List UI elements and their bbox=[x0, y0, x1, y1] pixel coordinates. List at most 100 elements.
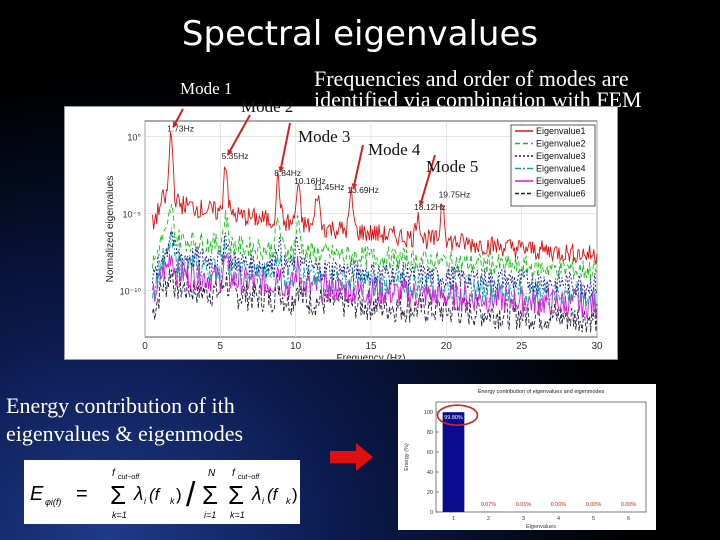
energy-bar-svg: Energy contribution of eigenvalues and e… bbox=[404, 389, 647, 530]
energy-line-1: Energy contribution of ith bbox=[6, 393, 235, 418]
formula-num-sum-bottom: k=1 bbox=[112, 510, 127, 520]
peak-label: 5.35Hz bbox=[222, 151, 249, 161]
mode-4-label: Mode 4 bbox=[368, 140, 421, 159]
formula-slash: / bbox=[186, 476, 196, 514]
bar-y-tick-label: 0 bbox=[430, 510, 433, 516]
bar-value-label: 0.07% bbox=[481, 502, 497, 508]
bar-value-label: 0.00% bbox=[586, 502, 602, 508]
energy-bar-chart: Energy contribution of eigenvalues and e… bbox=[398, 384, 656, 530]
bar-category-label: 3 bbox=[522, 516, 525, 522]
mode-arrow-head bbox=[278, 166, 285, 173]
bar-y-tick-label: 40 bbox=[427, 470, 433, 476]
mode-3-label: Mode 3 bbox=[298, 127, 351, 146]
formula-den-lambda: λ bbox=[251, 484, 261, 505]
formula-num-arg-close: ) bbox=[176, 485, 182, 504]
bar-plot-area bbox=[435, 401, 647, 513]
bar-y-tick-label: 100 bbox=[424, 410, 433, 416]
x-tick-label: 15 bbox=[365, 341, 377, 352]
right-arrow-icon bbox=[330, 443, 373, 471]
formula-num-arg: (f bbox=[149, 485, 162, 504]
mode-arrow-line bbox=[419, 154, 436, 207]
peak-label: 19.75Hz bbox=[439, 190, 471, 200]
x-tick-label: 30 bbox=[591, 341, 603, 352]
formula-den-sigma-1: Σ bbox=[202, 480, 218, 510]
legend-label: Eigenvalue6 bbox=[536, 189, 586, 199]
x-tick-label: 25 bbox=[516, 341, 528, 352]
peak-label: 18.12Hz bbox=[414, 202, 446, 212]
legend-label: Eigenvalue2 bbox=[536, 139, 586, 149]
mode-arrow-head bbox=[351, 183, 358, 190]
formula-den-arg-close: ) bbox=[292, 485, 298, 504]
spectral-eigenvalues-chart: 0 5 10 15 20 25 30 10° 10⁻⁵ 10⁻¹⁰ Frequency (Hz) No… bbox=[64, 106, 618, 364]
mode-2-label: Mode 2 bbox=[241, 97, 294, 116]
formula-equals: = bbox=[76, 483, 88, 505]
mode-arrow-line bbox=[279, 122, 291, 173]
bar-value-label: 0.00% bbox=[621, 502, 637, 508]
mode-arrow-line bbox=[352, 144, 364, 190]
peak-label: 8.84Hz bbox=[274, 168, 301, 178]
mode-arrow-head bbox=[173, 121, 179, 128]
mode-arrow-head bbox=[227, 149, 233, 156]
slide-title: Spectral eigenvalues bbox=[181, 14, 539, 54]
series-line-eigenvalue4 bbox=[152, 227, 598, 307]
formula-num-lambda: λ bbox=[133, 484, 143, 505]
series-line-eigenvalue6 bbox=[152, 268, 598, 333]
formula-den-sum2-top-sub: cut−off bbox=[238, 474, 260, 481]
bar-value-label: 0.00% bbox=[551, 502, 567, 508]
formula-den-sum1-bottom: i=1 bbox=[204, 510, 216, 520]
formula-lhs: E bbox=[30, 483, 44, 505]
formula-den-sum1-top: N bbox=[208, 468, 216, 479]
energy-formula: E φi(f) = f cut−off Σ k=1 λ i (f k ) / N… bbox=[24, 460, 300, 524]
formula-den-sigma-2: Σ bbox=[228, 480, 244, 510]
formula-num-sigma: Σ bbox=[110, 480, 126, 510]
bar-value-label: 0.01% bbox=[516, 502, 532, 508]
legend-box bbox=[510, 124, 596, 207]
y-tick-label: 10⁻⁵ bbox=[123, 210, 142, 220]
legend-label: Eigenvalue5 bbox=[536, 176, 586, 186]
formula-den-arg-sub: k bbox=[286, 496, 291, 506]
formula-svg: E φi(f) = f cut−off Σ k=1 λ i (f k ) / N… bbox=[30, 468, 298, 520]
note-line-1: Frequencies and order of modes are bbox=[314, 66, 629, 91]
y-tick-label: 10⁻¹⁰ bbox=[120, 287, 142, 297]
peak-label: 1.73Hz bbox=[167, 123, 194, 133]
x-tick-label: 5 bbox=[218, 341, 224, 352]
formula-num-lambda-sub: i bbox=[144, 496, 147, 506]
bar-x-axis-label: Eigenvalues bbox=[526, 524, 556, 530]
energy-contribution-text: Energy contribution of ith eigenvalues &… bbox=[6, 392, 306, 448]
x-tick-label: 20 bbox=[441, 341, 453, 352]
energy-line-2: eigenvalues & eigenmodes bbox=[6, 421, 244, 446]
mode-arrow-line bbox=[226, 114, 251, 156]
legend-label: Eigenvalue4 bbox=[536, 164, 586, 174]
x-axis-label: Frequency (Hz) bbox=[337, 353, 406, 359]
x-tick-label: 0 bbox=[142, 341, 148, 352]
legend-label: Eigenvalue1 bbox=[536, 126, 586, 136]
y-tick-label: 10° bbox=[127, 132, 141, 142]
bar-y-tick-label: 60 bbox=[427, 450, 433, 456]
peak-label: 11.45Hz bbox=[314, 182, 345, 192]
x-tick-label: 10 bbox=[290, 341, 302, 352]
series-line-eigenvalue2 bbox=[152, 203, 598, 281]
formula-num-sum-top-sub: cut−off bbox=[118, 474, 140, 481]
bar-y-axis-label: Energy (%) bbox=[404, 443, 410, 471]
bar-category-label: 1 bbox=[452, 516, 455, 522]
bar-category-label: 6 bbox=[627, 516, 630, 522]
formula-den-sum2-bottom: k=1 bbox=[230, 510, 245, 520]
peak-label: 10.16Hz bbox=[294, 176, 326, 186]
formula-lhs-sub: φi(f) bbox=[45, 497, 61, 507]
formula-den-lambda-sub: i bbox=[262, 496, 265, 506]
mode-1-label: Mode 1 bbox=[180, 79, 233, 98]
formula-num-arg-sub: k bbox=[170, 496, 175, 506]
bar-y-tick-label: 80 bbox=[427, 430, 433, 436]
bar-value-label: 99.80% bbox=[444, 415, 463, 421]
bar-y-tick-label: 20 bbox=[427, 490, 433, 496]
bar-category-label: 5 bbox=[592, 516, 595, 522]
formula-den-arg: (f bbox=[267, 485, 280, 504]
series-line-eigenvalue1 bbox=[152, 131, 598, 265]
mode-5-label: Mode 5 bbox=[426, 157, 479, 176]
bar-category-label: 4 bbox=[557, 516, 560, 522]
formula-num-sum-top: f bbox=[112, 468, 116, 479]
mode-arrow-head bbox=[418, 200, 425, 207]
bar-chart-title: Energy contribution of eigenvalues and e… bbox=[478, 389, 605, 395]
spectrum-svg: 0 5 10 15 20 25 30 10° 10⁻⁵ 10⁻¹⁰ Frequency (Hz) No… bbox=[105, 108, 603, 364]
legend-label: Eigenvalue3 bbox=[536, 151, 586, 161]
